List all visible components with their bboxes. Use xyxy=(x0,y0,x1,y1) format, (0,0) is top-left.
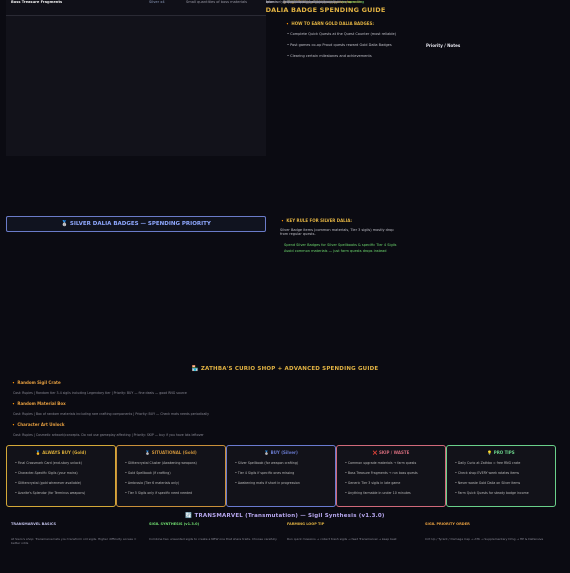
card-item: • Gold Spellbook (if crafting) xyxy=(125,471,171,475)
card-item: • Ambrosia (Tier 6 materials only) xyxy=(125,481,180,485)
card-title: 🥈 BUY (Silver) xyxy=(264,450,298,455)
info-text: Silver Badge items (common materials, Ti… xyxy=(280,228,394,236)
table-cell: ● Mid-term investment — buy over spendin… xyxy=(283,0,365,4)
card-item: • Boss Treasure Fragments → run boss que… xyxy=(345,471,418,475)
column-text: Combine two unwanted sigils to create a … xyxy=(149,537,277,541)
table-cell: Silver x4 xyxy=(149,0,165,4)
card-item: • Glittercrystal Cluster (Awakening weap… xyxy=(125,461,197,465)
table-cell: ★ Top priority for your mains xyxy=(283,0,335,4)
summary-card: 🥈 SITUATIONAL (Gold) • Glittercrystal Clu… xyxy=(116,445,226,507)
shop-item-title: 🔸 Random Material Box xyxy=(11,401,66,406)
section-title: 🏪 ZATHBA'S CURIO SHOP + ADVANCED SPENDIN… xyxy=(191,366,379,372)
table-cell: Good for early progression xyxy=(283,0,331,4)
table-cell: ● Very situational — late game xyxy=(283,0,340,4)
column-title: FARMING LOOP TIP xyxy=(287,522,325,526)
card-title: 🥈 SITUATIONAL (Gold) xyxy=(145,450,197,455)
table-cell: Fill — run quests instead xyxy=(283,0,328,4)
table-cell: ★ MUST BUY — unlocks endgame character xyxy=(283,0,363,4)
info-bullet: • Complete Quick Quests at the Quest Cou… xyxy=(287,32,396,36)
shop-item-text: Cost: Rupies | Cosmetic artwork/concepts… xyxy=(13,433,204,437)
table-cell: Boss Treasure Fragments xyxy=(11,0,63,4)
table-cell: ○ Know what you need xyxy=(283,0,325,4)
card-item: • Silver Spellbook (for weapon crafting) xyxy=(235,461,299,465)
card-item: • Azorite's Splendor (for Terminus weapo… xyxy=(15,491,86,495)
card-item: • Daily Curio at Zathba = free RNG crate xyxy=(455,461,521,465)
page-title: 🛒 SHOP PRIORITY & DALIA BADGE SPENDING G… xyxy=(184,6,386,14)
card-item: • Generic Tier 3 sigils in late game xyxy=(345,481,401,485)
card-item: • Tier 4 Sigils if specific ones missing xyxy=(235,471,295,475)
card-item: • Awakening mats if short in progression xyxy=(235,481,300,485)
card-item: • Tier 5 Sigils only if specific need ne… xyxy=(125,491,193,495)
info-bullet: • Post games co-op Proud quests reward G… xyxy=(287,43,392,47)
info-title: 🔸 KEY RULE FOR SILVER DALIA: xyxy=(280,218,352,223)
info-highlight: Spend Silver Badges for Silver Spellbook… xyxy=(284,243,397,247)
summary-card: 💡 PRO TIPS • Daily Curio at Zathba = free… xyxy=(446,445,556,507)
table-cell: Buy multiples — always useful xyxy=(283,0,338,4)
section-title: 🔄 TRANSMARVEL (Transmutation) — Sigil Sy… xyxy=(185,513,385,519)
card-item: • Check shop EVERY week rotates items xyxy=(455,471,520,475)
table-cell: ○ Optional — farm if needed xyxy=(283,0,335,4)
shop-item-text: Cost: Rupies | Random tier 3-4 sigils in… xyxy=(13,391,187,395)
column-text: At Siero's shop: Transmarvel lets you tr… xyxy=(11,537,137,545)
table-cell: ● Buy when available xyxy=(283,0,323,4)
card-item: • Final Crossmark Card (end-story unlock… xyxy=(15,461,82,465)
info-note: Avoid common materials — just farm quest… xyxy=(284,249,387,253)
table xyxy=(6,0,266,103)
table-cell: Small quantities of boss materials xyxy=(186,0,248,4)
info-title: 🔸 HOW TO EARN GOLD DALIA BADGES: xyxy=(285,21,374,26)
card-item: • Character-Specific Sigils (your mains) xyxy=(15,471,78,475)
column-text: Run quick missions → collect trash sigil… xyxy=(287,537,397,541)
card-title: 💡 PRO TIPS xyxy=(487,450,515,455)
summary-card: ❌ SKIP / WASTE • Common upgrade materials… xyxy=(336,445,446,507)
card-title: 🥇 ALWAYS BUY (Gold) xyxy=(35,450,87,455)
shop-item-title: 🔸 Random Sigil Crate xyxy=(11,380,61,385)
column-title: SIGIL SYNTHESIS (v1.3.0) xyxy=(149,522,200,526)
table-cell: Nice mat — buy only if short xyxy=(283,0,335,4)
table-cell: ★ Buy if farming Awakening weapons xyxy=(283,0,351,4)
section-title: 🥈 SILVER DALIA BADGES — SPENDING PRIORIT… xyxy=(6,216,266,232)
table-cell: Good tier 4 specific you needed xyxy=(283,0,341,4)
info-bullet: • Clearing certain milestones and achiev… xyxy=(287,54,372,58)
card-title: ❌ SKIP / WASTE xyxy=(372,450,410,455)
card-item: • Never waste Gold Dalia on Silver items xyxy=(455,481,521,485)
column-text: Crit Up / Tyrant / Damage Cap → ATK → Su… xyxy=(425,537,544,541)
card-item: • Glittercrystal (gold whenever availabl… xyxy=(15,481,82,485)
column-title: TRANSMARVEL BASICS xyxy=(11,522,57,526)
card-item: • Farm Quick Quests for steady badge inc… xyxy=(455,491,529,495)
column-title: SIGIL PRIORITY ORDER xyxy=(425,522,470,526)
card-item: • Common upgrade materials → farm quests xyxy=(345,461,417,465)
summary-card: 🥇 ALWAYS BUY (Gold) • Final Crossmark Car… xyxy=(6,445,116,507)
shop-item-text: Cost: Rupies | Box of random materials i… xyxy=(13,412,210,416)
shop-item-title: 🔸 Character Art Unlock xyxy=(11,422,65,427)
card-item: • Anything farmable in under 10 minutes xyxy=(345,491,411,495)
table-cell: ● Buy when awakening weapons xyxy=(283,0,343,4)
table-cell: Fill — shop from farming everything xyxy=(283,0,348,4)
table-row xyxy=(6,0,266,16)
summary-card: 🥈 BUY (Silver) • Silver Spellbook (for we… xyxy=(226,445,336,507)
column-header: Priority / Notes xyxy=(426,43,461,48)
